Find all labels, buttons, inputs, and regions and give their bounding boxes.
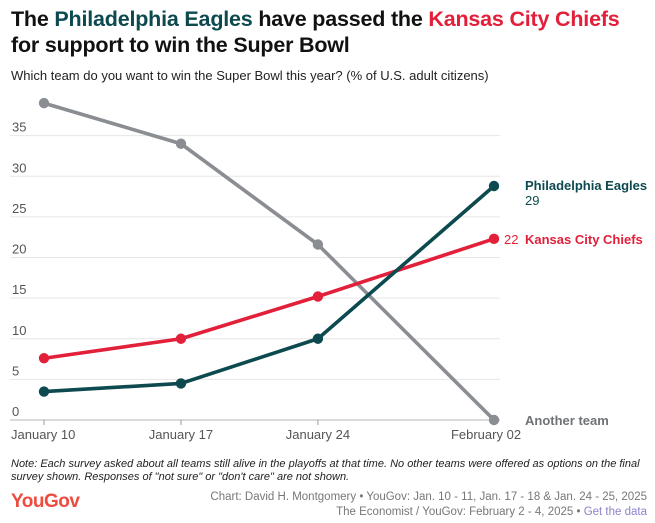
data-point-another-team [488, 414, 500, 426]
data-point-philadelphia-eagles [175, 378, 187, 389]
x-tick-label: January 24 [286, 427, 350, 442]
credit-line-1: Chart: David H. Montgomery • YouGov: Jan… [210, 491, 647, 503]
data-point-kansas-city-chiefs [488, 233, 500, 245]
data-point-another-team [175, 138, 187, 149]
chart-title: The Philadelphia Eagles have passed the … [11, 7, 620, 57]
series-label-eagles: Philadelphia Eagles [525, 178, 647, 193]
y-tick-label: 15 [12, 282, 26, 297]
data-point-kansas-city-chiefs [312, 291, 324, 302]
chart-note: Note: Each survey asked about all teams … [11, 458, 640, 483]
credit-line-2: The Economist / YouGov: February 2 - 4, … [336, 506, 647, 518]
x-tick-label: January 10 [11, 427, 75, 442]
x-tick-label: February 02 [451, 427, 521, 442]
title-eagles: Philadelphia Eagles [54, 7, 253, 31]
y-tick-label: 0 [12, 404, 19, 419]
y-tick-label: 20 [12, 242, 26, 257]
end-value-chiefs: 22 [504, 232, 518, 247]
title-chiefs: Kansas City Chiefs [428, 7, 620, 31]
yougov-logo: YouGov [11, 491, 80, 512]
series-line-philadelphia-eagles [42, 184, 496, 394]
y-tick-label: 30 [12, 160, 26, 175]
data-point-kansas-city-chiefs [38, 353, 50, 364]
data-point-philadelphia-eagles [312, 333, 324, 344]
y-tick-label: 35 [12, 120, 26, 135]
data-point-another-team [38, 97, 50, 109]
data-point-kansas-city-chiefs [175, 333, 187, 344]
data-point-philadelphia-eagles [488, 180, 500, 192]
y-tick-label: 10 [12, 323, 26, 338]
get-the-data-link[interactable]: Get the data [583, 506, 647, 518]
series-label-chiefs: Kansas City Chiefs [525, 232, 643, 247]
chart-credits: Chart: David H. Montgomery • YouGov: Jan… [210, 490, 647, 520]
end-value-eagles: 29 [525, 193, 539, 208]
series-line-another-team [42, 101, 496, 422]
series-line-kansas-city-chiefs [42, 237, 496, 361]
data-point-philadelphia-eagles [38, 386, 50, 397]
y-tick-label: 5 [12, 363, 19, 378]
line-chart: 0 5 10 15 20 25 30 35 January 10 January 17 Janua… [10, 97, 647, 442]
x-tick-label: January 17 [149, 427, 213, 442]
data-point-another-team [312, 239, 324, 250]
y-tick-label: 25 [12, 201, 26, 216]
chart-subtitle: Which team do you want to win the Super … [11, 68, 489, 83]
series-label-another: Another team [525, 413, 609, 428]
